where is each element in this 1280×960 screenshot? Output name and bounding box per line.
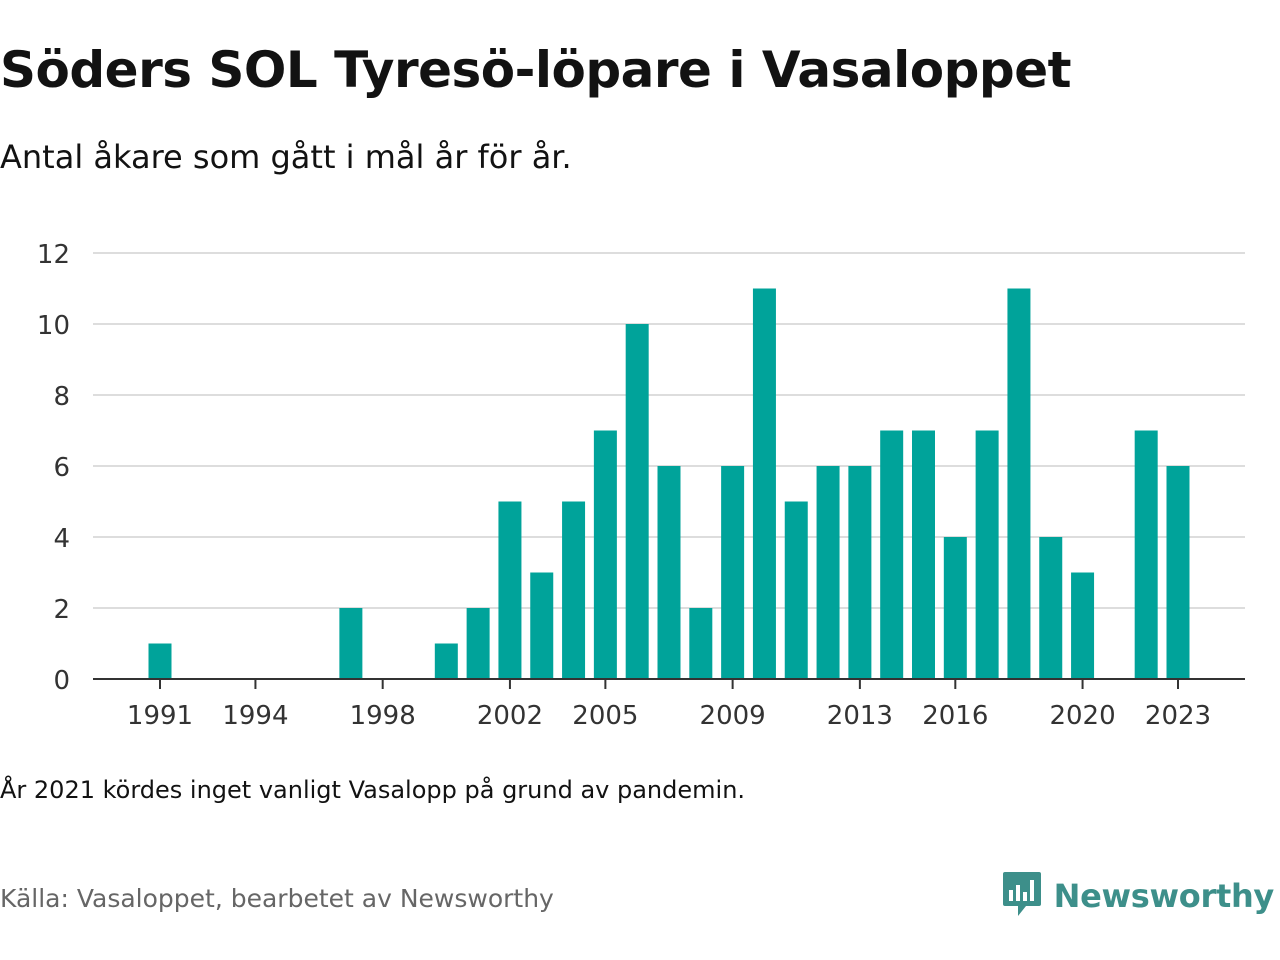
bar-2012 bbox=[816, 466, 840, 679]
x-tick-label: 2020 bbox=[1049, 701, 1115, 731]
y-tick-label: 0 bbox=[53, 666, 70, 696]
bar-2006 bbox=[625, 324, 649, 679]
bars bbox=[148, 288, 1190, 679]
bar-2001 bbox=[466, 608, 490, 679]
bar-1997 bbox=[339, 608, 363, 679]
bar-2019 bbox=[1039, 537, 1063, 679]
bar-2000 bbox=[434, 643, 458, 679]
x-axis-tick-labels: 1991 1994 1998 2002 2005 2009 2013 2016 2020 2023 bbox=[127, 701, 1211, 731]
x-tick-label: 2016 bbox=[922, 701, 988, 731]
x-tick-label: 1998 bbox=[350, 701, 416, 731]
y-tick-label: 12 bbox=[37, 240, 70, 270]
bar-2010 bbox=[752, 288, 776, 679]
bar-2016 bbox=[943, 537, 967, 679]
bar-2017 bbox=[975, 430, 999, 679]
bar-chart: 0 2 4 6 8 10 12 1991 1994 1998 2002 2005 2009 2013 20… bbox=[37, 240, 1245, 731]
chart-subtitle: Antal åkare som gått i mål år för år. bbox=[0, 138, 572, 176]
bar-2014 bbox=[880, 430, 904, 679]
y-tick-label: 2 bbox=[53, 595, 70, 625]
bar-2022 bbox=[1134, 430, 1158, 679]
brand-logo[interactable]: Newsworthy bbox=[1002, 870, 1274, 922]
bar-2018 bbox=[1007, 288, 1031, 679]
bar-2003 bbox=[530, 572, 554, 679]
x-tick-label: 2013 bbox=[827, 701, 893, 731]
axes bbox=[93, 678, 1245, 689]
source-text: Källa: Vasaloppet, bearbetet av Newswort… bbox=[0, 884, 554, 913]
bar-2015 bbox=[912, 430, 935, 679]
bar-2009 bbox=[721, 466, 745, 679]
y-tick-label: 4 bbox=[53, 524, 70, 554]
y-tick-label: 8 bbox=[53, 382, 70, 412]
bar-2005 bbox=[593, 430, 617, 679]
x-tick-label: 1991 bbox=[127, 701, 193, 731]
bar-2020 bbox=[1071, 572, 1095, 679]
bar-2002 bbox=[498, 501, 522, 679]
brand-name: Newsworthy bbox=[1053, 877, 1275, 915]
y-tick-label: 6 bbox=[53, 453, 70, 483]
bar-chart-speech-bubble-icon bbox=[1002, 870, 1042, 922]
x-tick-label: 2009 bbox=[700, 701, 766, 731]
bar-2007 bbox=[657, 466, 681, 679]
y-axis-tick-labels: 0 2 4 6 8 10 12 bbox=[37, 240, 70, 696]
x-tick-label: 1994 bbox=[222, 701, 288, 731]
x-tick-label: 2005 bbox=[572, 701, 638, 731]
bar-2011 bbox=[784, 501, 808, 679]
chart-footnote: År 2021 kördes inget vanligt Vasalopp på… bbox=[0, 776, 746, 804]
bar-2004 bbox=[562, 501, 586, 679]
bar-1991 bbox=[148, 643, 172, 679]
x-tick-label: 2002 bbox=[477, 701, 543, 731]
bar-2008 bbox=[689, 608, 713, 679]
bar-2013 bbox=[848, 466, 872, 679]
y-tick-label: 10 bbox=[37, 311, 70, 341]
chart-title: Söders SOL Tyresö-löpare i Vasaloppet bbox=[0, 41, 1072, 99]
x-tick-label: 2023 bbox=[1145, 701, 1211, 731]
bar-2023 bbox=[1166, 466, 1190, 679]
